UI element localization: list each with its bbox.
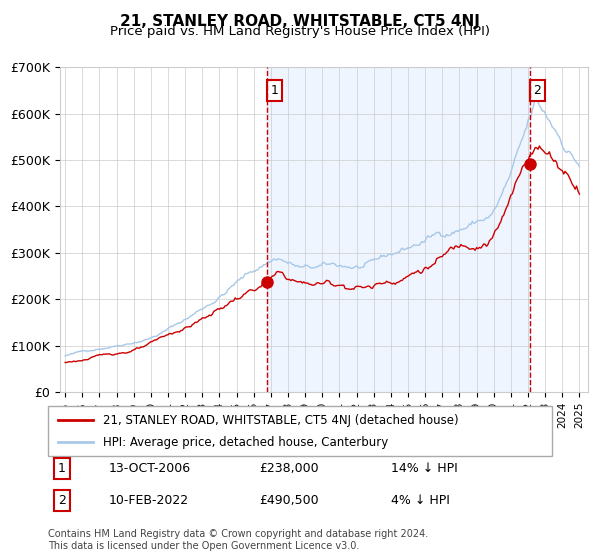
- Text: 13-OCT-2006: 13-OCT-2006: [109, 462, 191, 475]
- Text: 21, STANLEY ROAD, WHITSTABLE, CT5 4NJ: 21, STANLEY ROAD, WHITSTABLE, CT5 4NJ: [120, 14, 480, 29]
- Text: £490,500: £490,500: [260, 494, 319, 507]
- Text: 21, STANLEY ROAD, WHITSTABLE, CT5 4NJ (detached house): 21, STANLEY ROAD, WHITSTABLE, CT5 4NJ (d…: [103, 414, 459, 427]
- Bar: [267, 67, 530, 392]
- FancyBboxPatch shape: [48, 406, 552, 456]
- Text: Contains HM Land Registry data © Crown copyright and database right 2024.
This d: Contains HM Land Registry data © Crown c…: [48, 529, 428, 551]
- Text: 10-FEB-2022: 10-FEB-2022: [109, 494, 188, 507]
- Text: 4% ↓ HPI: 4% ↓ HPI: [391, 494, 449, 507]
- Text: HPI: Average price, detached house, Canterbury: HPI: Average price, detached house, Cant…: [103, 436, 389, 449]
- Text: 2: 2: [58, 494, 66, 507]
- Text: 1: 1: [58, 462, 66, 475]
- Text: 14% ↓ HPI: 14% ↓ HPI: [391, 462, 457, 475]
- Text: Price paid vs. HM Land Registry's House Price Index (HPI): Price paid vs. HM Land Registry's House …: [110, 25, 490, 38]
- Text: 2: 2: [533, 84, 541, 97]
- Text: £238,000: £238,000: [260, 462, 319, 475]
- Text: 1: 1: [271, 84, 278, 97]
